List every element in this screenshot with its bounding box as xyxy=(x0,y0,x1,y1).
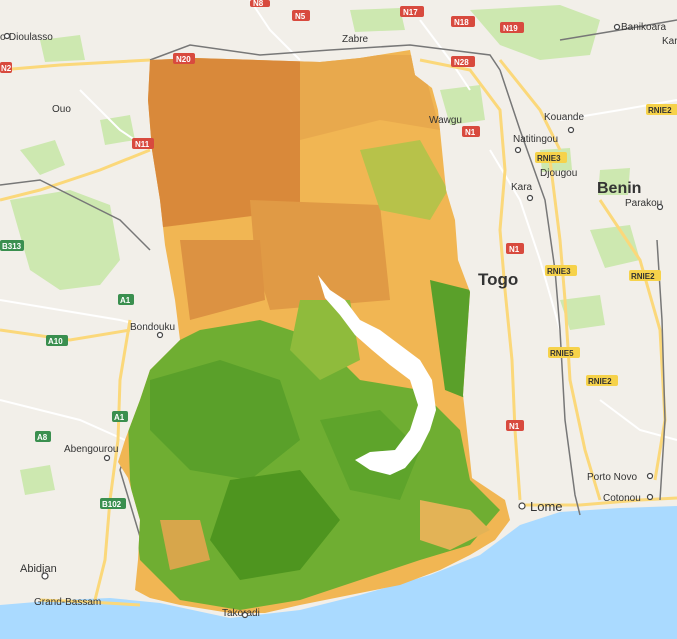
svg-text:N17: N17 xyxy=(403,8,418,17)
city-label: Wawgu xyxy=(429,115,462,126)
svg-text:N1: N1 xyxy=(509,422,520,431)
minor-roads xyxy=(0,0,677,441)
road-shield: N17 xyxy=(400,6,424,17)
road-shield: N28 xyxy=(451,56,475,67)
road-shield: RNIE2 xyxy=(586,375,618,386)
svg-text:A1: A1 xyxy=(114,413,125,422)
city-label: Porto Novo xyxy=(587,472,637,483)
city-dot xyxy=(526,194,534,202)
city-label: Natitingou xyxy=(513,134,558,145)
svg-text:N19: N19 xyxy=(503,24,518,33)
city-dot xyxy=(613,23,621,31)
road-shield: A10 xyxy=(46,335,68,346)
svg-text:RNIE3: RNIE3 xyxy=(537,154,561,163)
city-label: Cotonou xyxy=(603,493,641,504)
country-label-benin: Benin xyxy=(597,180,641,197)
city-label: Takoradi xyxy=(222,608,260,619)
svg-text:N18: N18 xyxy=(454,18,469,27)
city-dot xyxy=(646,493,654,501)
road-shield: N5 xyxy=(292,10,310,21)
svg-text:RNIE2: RNIE2 xyxy=(648,106,672,115)
svg-text:N1: N1 xyxy=(509,245,520,254)
svg-text:A10: A10 xyxy=(48,337,63,346)
svg-text:RNIE2: RNIE2 xyxy=(588,377,612,386)
road-shield: N1 xyxy=(506,420,524,431)
svg-text:RNIE5: RNIE5 xyxy=(550,349,574,358)
city-label: Bondouku xyxy=(130,322,175,333)
city-label: Parakou xyxy=(625,198,662,209)
road-shield: N18 xyxy=(451,16,475,27)
road-shield: B102 xyxy=(100,498,126,509)
city-label: Abengourou xyxy=(64,444,119,455)
svg-text:N2: N2 xyxy=(1,64,12,73)
svg-text:N20: N20 xyxy=(176,55,191,64)
svg-text:B102: B102 xyxy=(102,500,122,509)
city-label: Ouo xyxy=(52,104,71,115)
road-shield: N2 xyxy=(0,62,12,73)
major-roads xyxy=(0,58,677,607)
svg-text:RNIE2: RNIE2 xyxy=(631,272,655,281)
city-dot xyxy=(103,454,111,462)
city-label: Banikoara xyxy=(621,22,666,33)
svg-text:N11: N11 xyxy=(135,140,150,149)
city-label: Kara xyxy=(511,182,533,193)
city-markers xyxy=(3,23,664,619)
gulf-of-guinea-ocean xyxy=(0,506,677,639)
road-shield: N8 xyxy=(250,0,270,8)
svg-text:RNIE3: RNIE3 xyxy=(547,267,571,276)
road-shield: RNIE3 xyxy=(545,265,577,276)
city-dot xyxy=(3,32,11,40)
road-shield: RNIE3 xyxy=(535,152,567,163)
road-shield: N11 xyxy=(132,138,154,149)
city-dot xyxy=(156,331,164,339)
city-label: Abidjan xyxy=(20,563,57,575)
road-shield: A8 xyxy=(35,431,51,442)
city-dot xyxy=(646,472,654,480)
road-shield: N20 xyxy=(173,53,195,64)
svg-text:B313: B313 xyxy=(2,242,22,251)
city-label: Kar xyxy=(662,36,677,47)
city-dot xyxy=(567,126,575,134)
svg-text:A1: A1 xyxy=(120,296,131,305)
city-dot xyxy=(41,572,49,580)
city-label: o-Dioulasso xyxy=(0,32,53,43)
city-dot xyxy=(241,611,249,619)
city-label: Djougou xyxy=(540,168,577,179)
city-labels: o-Dioulasso Ouo Zabre Wawgu Kouande Nati… xyxy=(0,22,677,619)
road-shield: A1 xyxy=(112,411,128,422)
road-shield: N19 xyxy=(500,22,524,33)
city-dot xyxy=(518,502,526,510)
road-shield: N1 xyxy=(506,243,524,254)
road-shield: RNIE2 xyxy=(646,104,677,115)
svg-text:N1: N1 xyxy=(465,128,476,137)
city-label: Zabre xyxy=(342,34,369,45)
road-shield: RNIE5 xyxy=(548,347,580,358)
svg-text:N8: N8 xyxy=(253,0,264,8)
city-dot xyxy=(514,146,522,154)
park-areas xyxy=(10,5,640,495)
svg-text:N28: N28 xyxy=(454,58,469,67)
road-shield: RNIE2 xyxy=(629,270,661,281)
road-shield: B313 xyxy=(0,240,24,251)
city-label: Kouande xyxy=(544,112,584,123)
road-shields: N20 N5 N17 N18 N19 N28 N1 N1 N1 N11 N2 R… xyxy=(0,0,677,509)
country-label-togo: Togo xyxy=(478,270,518,289)
city-label: Grand-Bassam xyxy=(34,597,101,608)
road-shield: N1 xyxy=(462,126,480,137)
city-label: Lome xyxy=(530,499,563,514)
city-dot xyxy=(656,203,664,211)
road-shield: A1 xyxy=(118,294,134,305)
svg-text:A8: A8 xyxy=(37,433,48,442)
svg-text:N5: N5 xyxy=(295,12,306,21)
